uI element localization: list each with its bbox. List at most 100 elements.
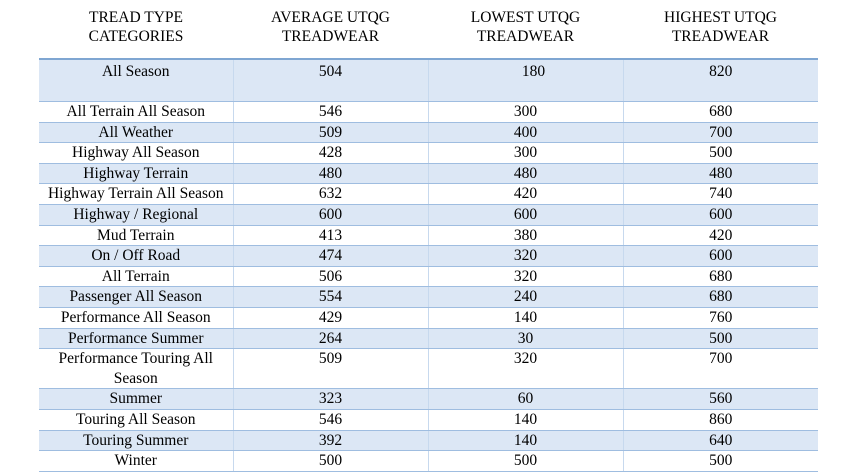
header-highest-line2: TREADWEAR xyxy=(671,28,770,45)
cell-lowest: 600 xyxy=(427,204,623,226)
cell-category: All Terrain xyxy=(39,266,233,288)
table-header: TREAD TYPE CATEGORIES AVERAGE UTQG TREAD… xyxy=(39,0,818,60)
cell-highest: 680 xyxy=(622,266,818,288)
table-row: Highway Terrain All Season 632 420 740 xyxy=(39,183,818,205)
cell-category: Highway / Regional xyxy=(39,204,233,226)
header-tread-type-line1: TREAD TYPE xyxy=(88,9,183,26)
cell-highest: 500 xyxy=(622,450,818,472)
table-row: On / Off Road 474 320 600 xyxy=(39,245,818,267)
cell-highest: 600 xyxy=(622,245,818,267)
cell-highest: 820 xyxy=(622,59,818,102)
cell-average: 504 xyxy=(232,59,428,102)
table-row: Highway Terrain 480 480 480 xyxy=(39,163,818,185)
cell-highest: 500 xyxy=(622,328,818,350)
cell-lowest: 240 xyxy=(427,286,623,308)
treadwear-table: TREAD TYPE CATEGORIES AVERAGE UTQG TREAD… xyxy=(39,0,818,472)
header-average-line1: AVERAGE UTQG xyxy=(271,9,390,26)
table-row: Performance Touring All Season 509 320 7… xyxy=(39,348,818,390)
cell-lowest: 180 xyxy=(427,59,623,102)
cell-average: 323 xyxy=(232,388,428,410)
cell-category: Highway Terrain All Season xyxy=(39,183,233,205)
cell-category: Touring Summer xyxy=(39,430,233,452)
cell-lowest: 320 xyxy=(427,245,623,267)
cell-lowest: 300 xyxy=(427,101,623,123)
cell-average: 554 xyxy=(232,286,428,308)
table-row: Touring Summer 392 140 640 xyxy=(39,430,818,452)
cell-lowest: 140 xyxy=(427,307,623,329)
table-row: Passenger All Season 554 240 680 xyxy=(39,286,818,308)
cell-category: All Season xyxy=(39,59,233,102)
cell-highest: 680 xyxy=(622,286,818,308)
cell-lowest: 140 xyxy=(427,409,623,431)
cell-category: On / Off Road xyxy=(39,245,233,267)
table-row: Highway / Regional 600 600 600 xyxy=(39,204,818,226)
cell-highest: 700 xyxy=(622,122,818,144)
cell-highest: 860 xyxy=(622,409,818,431)
cell-lowest: 500 xyxy=(427,450,623,472)
cell-category: Highway All Season xyxy=(39,142,233,164)
table-row: All Season 504 180 820 xyxy=(39,59,818,102)
cell-lowest: 140 xyxy=(427,430,623,452)
cell-average: 264 xyxy=(232,328,428,350)
header-lowest-line2: TREADWEAR xyxy=(476,28,575,45)
cell-highest: 680 xyxy=(622,101,818,123)
table-row: Performance Summer 264 30 500 xyxy=(39,328,818,350)
cell-lowest: 400 xyxy=(427,122,623,144)
header-highest: HIGHEST UTQG TREADWEAR xyxy=(623,0,818,60)
cell-lowest: 420 xyxy=(427,183,623,205)
cell-category: Performance All Season xyxy=(39,307,233,329)
treadwear-table-container: TREAD TYPE CATEGORIES AVERAGE UTQG TREAD… xyxy=(39,0,818,472)
cell-highest: 560 xyxy=(622,388,818,410)
cell-highest: 740 xyxy=(622,183,818,205)
header-lowest: LOWEST UTQG TREADWEAR xyxy=(428,0,623,60)
cell-average: 546 xyxy=(232,409,428,431)
table-row: Performance All Season 429 140 760 xyxy=(39,307,818,329)
table-row: All Terrain 506 320 680 xyxy=(39,266,818,288)
cell-average: 474 xyxy=(232,245,428,267)
header-lowest-line1: LOWEST UTQG xyxy=(470,9,581,26)
cell-highest: 700 xyxy=(622,348,818,390)
cell-lowest: 30 xyxy=(427,328,623,350)
cell-lowest: 380 xyxy=(427,225,623,247)
cell-lowest: 320 xyxy=(427,266,623,288)
header-tread-type-line2: CATEGORIES xyxy=(88,28,184,45)
cell-lowest: 60 xyxy=(427,388,623,410)
table-row: Highway All Season 428 300 500 xyxy=(39,142,818,164)
cell-highest: 760 xyxy=(622,307,818,329)
cell-lowest: 300 xyxy=(427,142,623,164)
cell-category: Summer xyxy=(39,388,233,410)
cell-average: 509 xyxy=(232,122,428,144)
table-row: All Terrain All Season 546 300 680 xyxy=(39,101,818,123)
header-tread-type: TREAD TYPE CATEGORIES xyxy=(39,0,233,60)
table-row: All Weather 509 400 700 xyxy=(39,122,818,144)
table-row: Touring All Season 546 140 860 xyxy=(39,409,818,431)
table-row: Mud Terrain 413 380 420 xyxy=(39,225,818,247)
cell-average: 392 xyxy=(232,430,428,452)
cell-category: Performance Summer xyxy=(39,328,233,350)
table-body: All Season 504 180 820 All Terrain All S… xyxy=(39,59,818,472)
cell-category: Highway Terrain xyxy=(39,163,233,185)
cell-highest: 500 xyxy=(622,142,818,164)
cell-category: Touring All Season xyxy=(39,409,233,431)
cell-category: Mud Terrain xyxy=(39,225,233,247)
cell-category: All Terrain All Season xyxy=(39,101,233,123)
table-row: Winter 500 500 500 xyxy=(39,450,818,472)
cell-average: 428 xyxy=(232,142,428,164)
cell-highest: 420 xyxy=(622,225,818,247)
table-row: Summer 323 60 560 xyxy=(39,388,818,410)
cell-average: 480 xyxy=(232,163,428,185)
cell-average: 413 xyxy=(232,225,428,247)
header-average-line2: TREADWEAR xyxy=(281,28,380,45)
cell-category: Passenger All Season xyxy=(39,286,233,308)
cell-average: 506 xyxy=(232,266,428,288)
cell-average: 509 xyxy=(232,348,428,390)
cell-category: Winter xyxy=(39,450,233,472)
cell-lowest: 320 xyxy=(427,348,623,390)
cell-average: 500 xyxy=(232,450,428,472)
header-average: AVERAGE UTQG TREADWEAR xyxy=(233,0,428,60)
cell-highest: 480 xyxy=(622,163,818,185)
cell-category: All Weather xyxy=(39,122,233,144)
cell-category: Performance Touring All Season xyxy=(39,348,233,390)
header-row: TREAD TYPE CATEGORIES AVERAGE UTQG TREAD… xyxy=(39,0,818,60)
cell-lowest: 480 xyxy=(427,163,623,185)
